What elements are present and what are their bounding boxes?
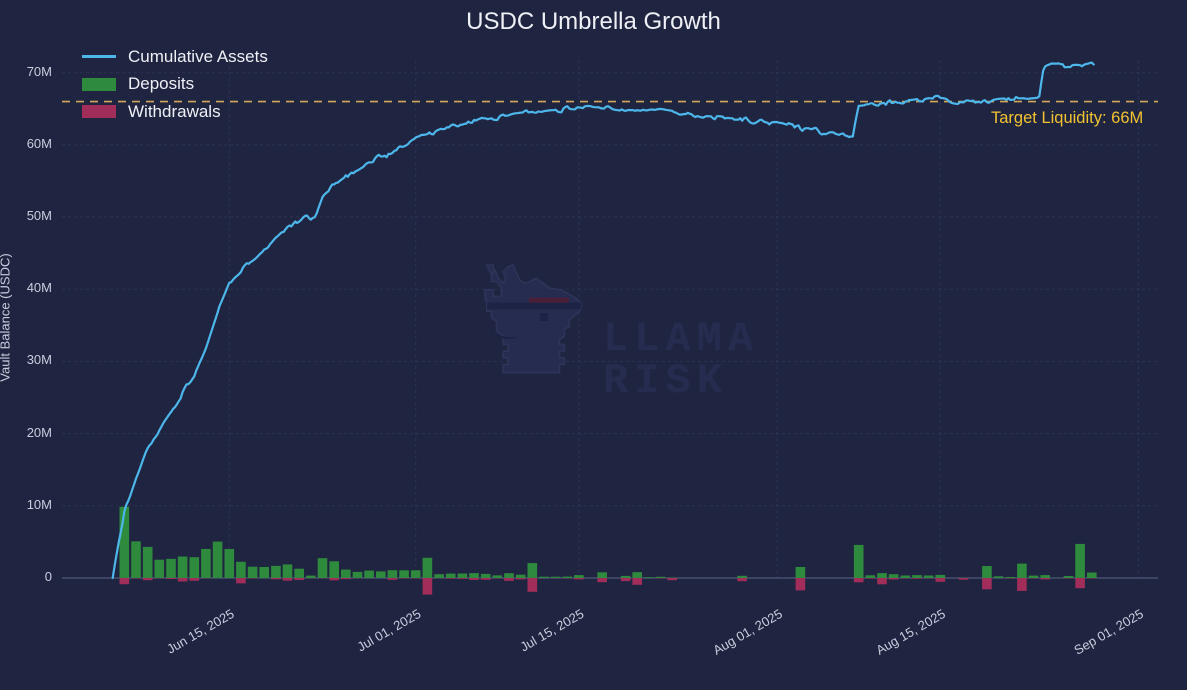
svg-text:LLAMA: LLAMA — [603, 315, 759, 363]
svg-text:RISK: RISK — [603, 357, 728, 405]
